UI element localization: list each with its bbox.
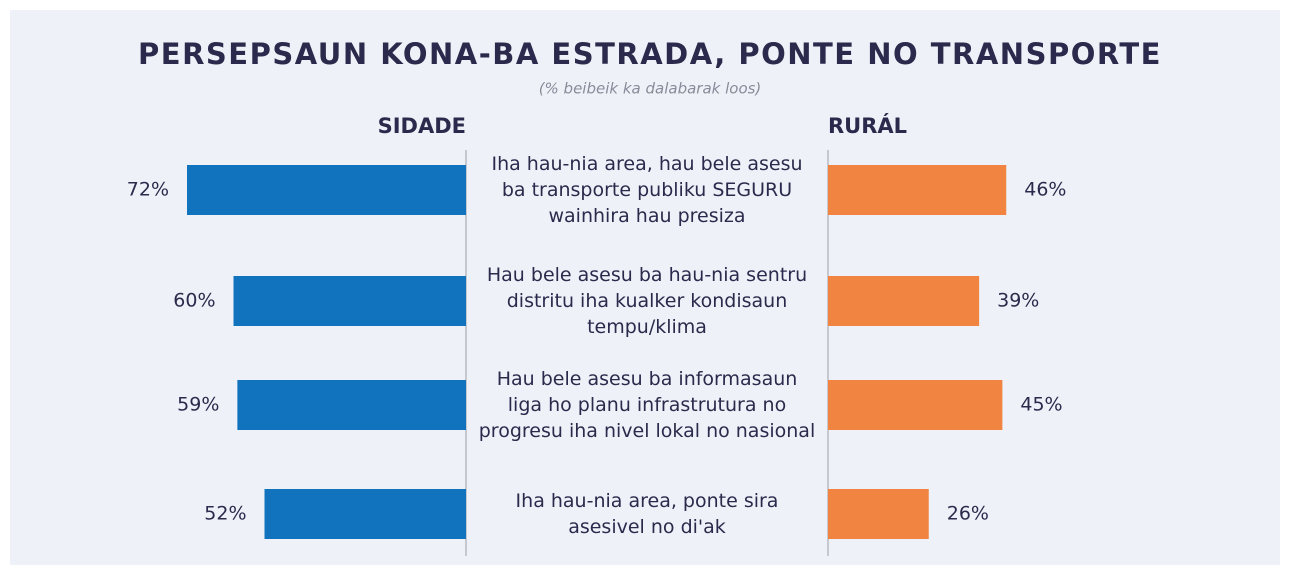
value-label: 39% bbox=[997, 290, 1039, 312]
value-label: 52% bbox=[204, 503, 246, 525]
category-label: Iha hau-nia area, ponte sira asesivel no… bbox=[515, 490, 779, 538]
legend-right: RURÁL bbox=[828, 113, 907, 138]
value-label: 72% bbox=[127, 179, 169, 201]
legend-left: SIDADE bbox=[378, 114, 466, 138]
chart-background bbox=[10, 10, 1280, 565]
category-label: Hau bele asesu ba hau-nia sentru distrit… bbox=[486, 264, 808, 338]
chart-title: PERSEPSAUN KONA-BA ESTRADA, PONTE NO TRA… bbox=[138, 37, 1162, 71]
bar bbox=[828, 165, 1007, 215]
bar bbox=[237, 380, 466, 430]
bar bbox=[828, 489, 929, 539]
category-label: Hau bele asesu ba informasaun liga ho pl… bbox=[478, 368, 816, 442]
value-label: 60% bbox=[173, 290, 215, 312]
value-label: 59% bbox=[177, 394, 219, 416]
category-label: Iha hau-nia area, hau bele asesu ba tran… bbox=[491, 153, 803, 227]
value-label: 46% bbox=[1024, 179, 1066, 201]
value-label: 45% bbox=[1020, 394, 1062, 416]
bar bbox=[264, 489, 466, 539]
bar bbox=[233, 276, 466, 326]
chart-subtitle: (% beibeik ka dalabarak loos) bbox=[539, 80, 762, 98]
bar bbox=[187, 165, 466, 215]
value-label: 26% bbox=[947, 503, 989, 525]
bar bbox=[828, 380, 1003, 430]
bar bbox=[828, 276, 980, 326]
